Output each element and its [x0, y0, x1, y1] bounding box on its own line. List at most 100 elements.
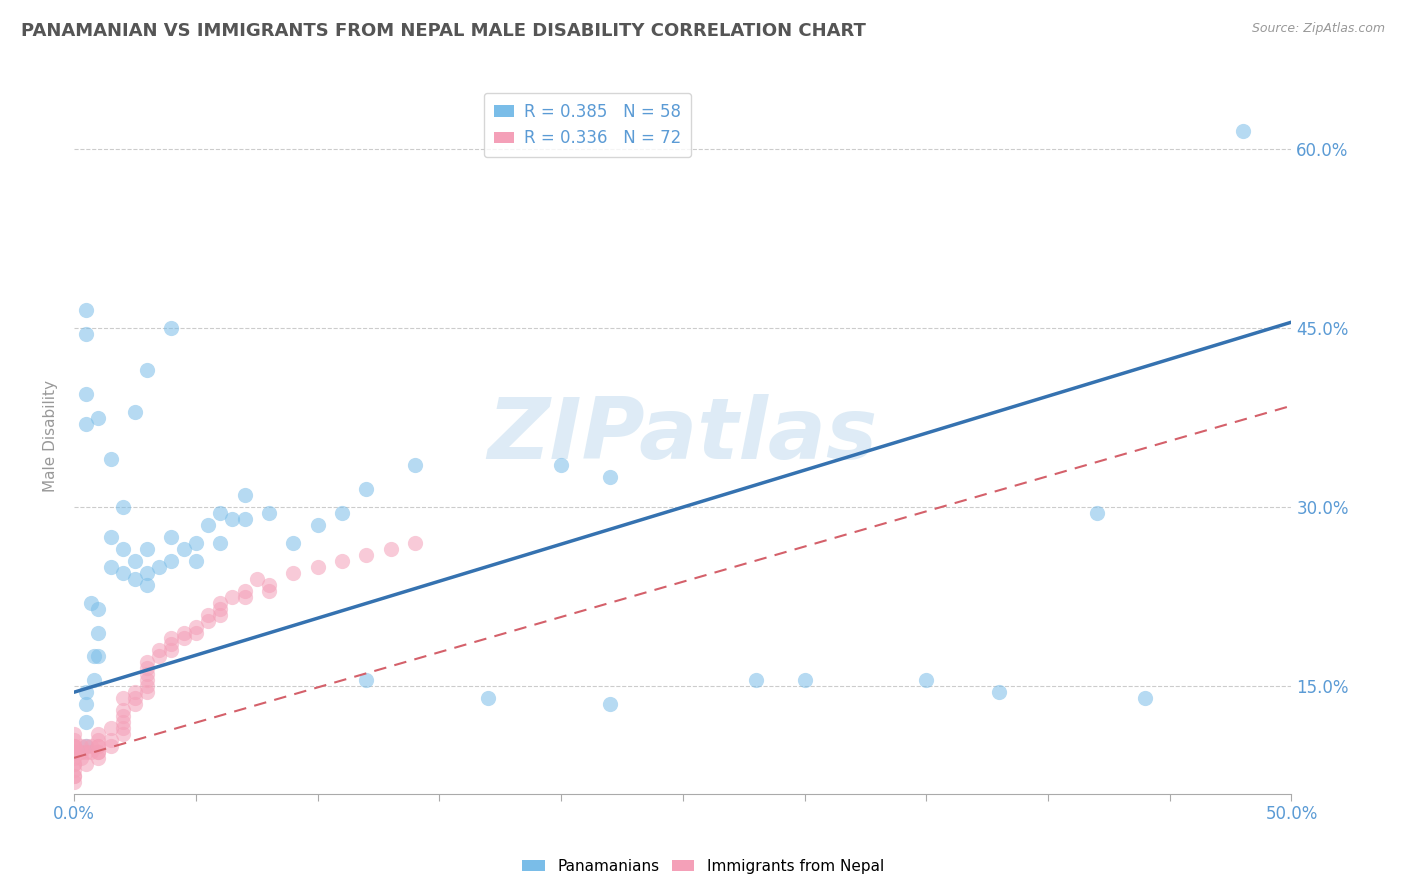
Point	[136, 541, 159, 556]
Point	[75, 327, 97, 342]
Point	[100, 530, 122, 544]
Point	[111, 703, 134, 717]
Point	[75, 714, 97, 729]
Point	[257, 578, 280, 592]
Point	[184, 625, 207, 640]
Point	[75, 417, 97, 431]
Point	[87, 625, 110, 640]
Point	[75, 745, 97, 759]
Point	[100, 452, 122, 467]
Point	[793, 673, 815, 688]
Point	[63, 769, 86, 783]
Point	[87, 739, 110, 753]
Point	[87, 727, 110, 741]
Point	[75, 739, 97, 753]
Point	[87, 410, 110, 425]
Point	[209, 506, 232, 520]
Point	[988, 685, 1011, 699]
Point	[307, 560, 329, 574]
Point	[1232, 124, 1254, 138]
Point	[209, 596, 232, 610]
Point	[111, 721, 134, 735]
Point	[136, 363, 159, 377]
Text: Source: ZipAtlas.com: Source: ZipAtlas.com	[1251, 22, 1385, 36]
Point	[197, 607, 219, 622]
Point	[75, 739, 97, 753]
Point	[75, 685, 97, 699]
Point	[173, 625, 195, 640]
Point	[100, 733, 122, 747]
Point	[148, 560, 170, 574]
Point	[83, 673, 105, 688]
Point	[70, 751, 93, 765]
Point	[70, 745, 93, 759]
Point	[307, 518, 329, 533]
Point	[233, 512, 256, 526]
Point	[160, 321, 183, 335]
Point	[136, 578, 159, 592]
Point	[100, 739, 122, 753]
Point	[100, 721, 122, 735]
Point	[63, 756, 86, 771]
Point	[330, 554, 353, 568]
Point	[80, 596, 103, 610]
Point	[87, 739, 110, 753]
Point	[380, 541, 402, 556]
Point	[100, 560, 122, 574]
Point	[184, 554, 207, 568]
Point	[111, 691, 134, 706]
Point	[80, 739, 103, 753]
Point	[246, 572, 269, 586]
Point	[1085, 506, 1108, 520]
Legend: R = 0.385   N = 58, R = 0.336   N = 72: R = 0.385 N = 58, R = 0.336 N = 72	[484, 93, 692, 157]
Point	[63, 745, 86, 759]
Point	[160, 530, 183, 544]
Point	[87, 751, 110, 765]
Point	[221, 512, 243, 526]
Point	[148, 649, 170, 664]
Point	[87, 745, 110, 759]
Point	[197, 518, 219, 533]
Text: PANAMANIAN VS IMMIGRANTS FROM NEPAL MALE DISABILITY CORRELATION CHART: PANAMANIAN VS IMMIGRANTS FROM NEPAL MALE…	[21, 22, 866, 40]
Point	[477, 691, 499, 706]
Point	[136, 656, 159, 670]
Point	[354, 673, 377, 688]
Point	[124, 691, 146, 706]
Point	[550, 458, 572, 473]
Y-axis label: Male Disability: Male Disability	[44, 380, 58, 491]
Point	[209, 607, 232, 622]
Point	[63, 751, 86, 765]
Point	[209, 536, 232, 550]
Point	[160, 643, 183, 657]
Point	[124, 685, 146, 699]
Point	[1135, 691, 1157, 706]
Point	[136, 685, 159, 699]
Point	[124, 405, 146, 419]
Legend: Panamanians, Immigrants from Nepal: Panamanians, Immigrants from Nepal	[516, 853, 890, 880]
Point	[233, 590, 256, 604]
Point	[136, 661, 159, 675]
Point	[354, 483, 377, 497]
Point	[111, 541, 134, 556]
Point	[404, 536, 426, 550]
Point	[404, 458, 426, 473]
Point	[111, 709, 134, 723]
Point	[124, 697, 146, 711]
Point	[63, 739, 86, 753]
Point	[160, 632, 183, 646]
Point	[63, 745, 86, 759]
Point	[80, 745, 103, 759]
Point	[63, 739, 86, 753]
Point	[124, 572, 146, 586]
Point	[87, 733, 110, 747]
Point	[233, 583, 256, 598]
Point	[63, 756, 86, 771]
Point	[221, 590, 243, 604]
Point	[257, 583, 280, 598]
Point	[197, 614, 219, 628]
Point	[111, 714, 134, 729]
Point	[599, 697, 621, 711]
Point	[63, 739, 86, 753]
Point	[173, 632, 195, 646]
Point	[915, 673, 938, 688]
